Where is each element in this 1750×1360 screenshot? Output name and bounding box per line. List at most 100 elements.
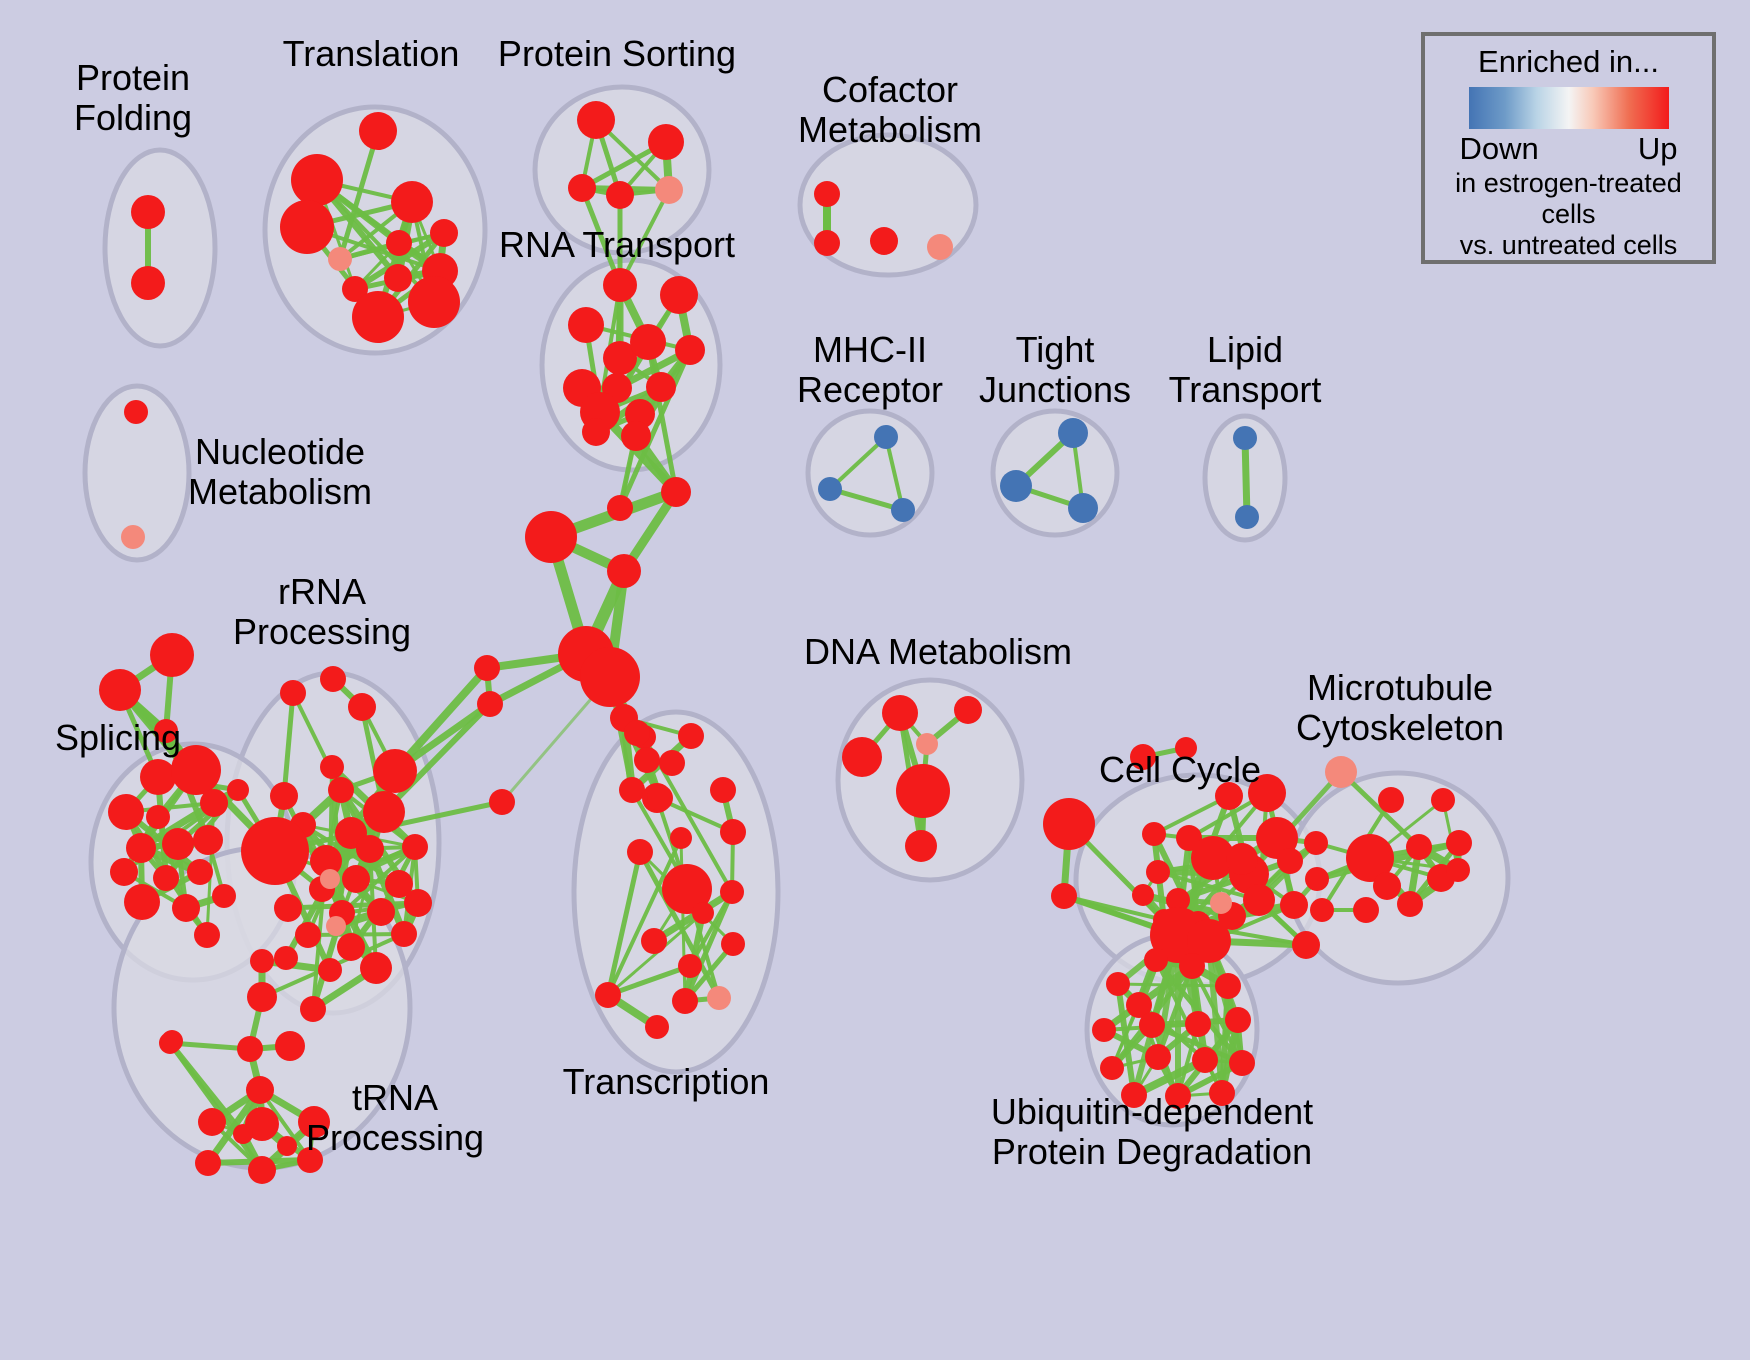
network-edge xyxy=(167,1040,253,1052)
network-node-transcription xyxy=(619,777,645,803)
network-node-mhc-ii-receptor xyxy=(874,425,898,449)
network-node-bridge xyxy=(624,720,650,746)
network-node-cell-cycle xyxy=(1166,888,1190,912)
network-node-splicing xyxy=(212,884,236,908)
network-node-microtubule-cytoskeleton xyxy=(1304,831,1328,855)
legend-caption-line2: vs. untreated cells xyxy=(1459,229,1678,260)
network-node-tight-junctions xyxy=(1000,470,1032,502)
network-node-transcription xyxy=(720,819,746,845)
network-node-translation xyxy=(430,219,458,247)
network-node-ubiquitin-degradation xyxy=(1165,1083,1191,1109)
network-edge xyxy=(1206,938,1225,1096)
network-node-splicing xyxy=(124,884,160,920)
network-node-ubiquitin-degradation xyxy=(1139,1012,1165,1038)
network-node-rrna-processing xyxy=(320,755,344,779)
network-node-ubiquitin-degradation xyxy=(1192,1047,1218,1073)
network-node-rrna-processing xyxy=(373,749,417,793)
network-node-transcription xyxy=(678,723,704,749)
network-node-protein-sorting xyxy=(648,124,684,160)
network-node-microtubule-cytoskeleton xyxy=(1397,891,1423,917)
network-node-translation xyxy=(342,276,368,302)
network-node-cell-cycle xyxy=(1191,836,1235,880)
network-node-microtubule-cytoskeleton xyxy=(1325,756,1357,788)
network-edge xyxy=(391,664,491,775)
network-node-bridge xyxy=(525,511,577,563)
network-edge xyxy=(337,128,381,262)
network-edge xyxy=(605,849,643,998)
network-node-ubiquitin-degradation xyxy=(1145,1044,1171,1070)
legend-box: Enriched in... Down Up in estrogen-treat… xyxy=(1421,32,1716,264)
network-node-rna-transport xyxy=(675,335,705,365)
network-node-microtubule-cytoskeleton xyxy=(1346,834,1394,882)
network-node-ubiquitin-degradation xyxy=(1121,1082,1147,1108)
cluster-ellipse-protein-folding xyxy=(102,147,218,349)
network-edge xyxy=(682,889,735,1004)
network-edge xyxy=(579,185,623,288)
network-node-translation xyxy=(359,112,397,150)
network-node-bridge xyxy=(477,691,503,717)
network-node-translation xyxy=(384,264,412,292)
legend-caption-line1: in estrogen-treated cells xyxy=(1455,168,1682,229)
network-node-protein-folding xyxy=(131,195,165,229)
network-node-rrna-processing xyxy=(247,982,277,1012)
network-node-cofactor-metabolism xyxy=(927,234,953,260)
network-node-protein-sorting xyxy=(577,101,615,139)
network-node-cell-cycle xyxy=(1210,892,1232,914)
network-node-rna-transport xyxy=(603,341,637,375)
network-edge xyxy=(315,178,436,304)
network-node-trna-processing xyxy=(198,1108,226,1136)
network-edge xyxy=(1130,1056,1209,1099)
network-node-translation xyxy=(328,247,352,271)
network-edge xyxy=(352,230,447,292)
network-edge xyxy=(618,188,671,287)
network-edge xyxy=(827,486,906,513)
network-node-rrna-processing xyxy=(274,946,298,970)
network-node-splicing xyxy=(200,789,228,817)
network-node-rrna-processing xyxy=(310,845,342,877)
network-node-microtubule-cytoskeleton xyxy=(1305,867,1329,891)
network-node-protein-sorting xyxy=(655,176,683,204)
network-node-splicing xyxy=(227,779,249,801)
network-node-trna-processing xyxy=(233,1124,253,1144)
network-node-ubiquitin-degradation xyxy=(1092,1018,1116,1042)
network-node-trna-processing xyxy=(297,1147,323,1173)
network-node-microtubule-cytoskeleton xyxy=(1378,787,1404,813)
network-node-cell-cycle xyxy=(1043,798,1095,850)
network-node-splicing xyxy=(150,633,194,677)
network-node-cofactor-metabolism xyxy=(814,181,840,207)
network-node-translation xyxy=(352,291,404,343)
network-edge xyxy=(884,435,905,512)
network-node-cell-cycle xyxy=(1187,919,1231,963)
network-node-tight-junctions xyxy=(1068,493,1098,523)
network-node-transcription xyxy=(672,988,698,1014)
network-node-ubiquitin-degradation xyxy=(1209,1080,1235,1106)
network-node-trna-processing xyxy=(248,1156,276,1184)
cluster-ellipse-mhc-ii-receptor xyxy=(805,408,935,538)
network-node-ubiquitin-degradation xyxy=(1126,992,1152,1018)
network-node-rrna-processing xyxy=(402,834,428,860)
network-node-splicing xyxy=(108,794,144,830)
network-node-rna-transport xyxy=(661,477,691,507)
network-node-rrna-processing xyxy=(356,835,384,863)
network-edge xyxy=(617,347,693,511)
network-node-cell-cycle xyxy=(1146,860,1170,884)
network-node-splicing xyxy=(153,865,179,891)
network-node-cell-cycle xyxy=(1243,884,1275,916)
network-node-rrna-processing xyxy=(337,933,365,961)
network-node-splicing xyxy=(146,805,170,829)
network-edge xyxy=(1338,769,1422,850)
network-node-dna-metabolism xyxy=(916,733,938,755)
network-node-lipid-transport xyxy=(1233,426,1257,450)
network-edge xyxy=(1246,769,1344,877)
network-node-ubiquitin-degradation xyxy=(1144,948,1168,972)
network-node-transcription xyxy=(641,928,667,954)
network-node-cell-cycle xyxy=(1248,774,1286,812)
network-node-bridge xyxy=(474,655,500,681)
network-edge xyxy=(1241,434,1251,521)
network-node-splicing xyxy=(140,759,176,795)
network-node-rna-transport xyxy=(621,421,651,451)
network-node-transcription xyxy=(595,982,621,1008)
network-node-translation xyxy=(291,154,343,206)
network-node-dna-metabolism xyxy=(896,764,950,818)
